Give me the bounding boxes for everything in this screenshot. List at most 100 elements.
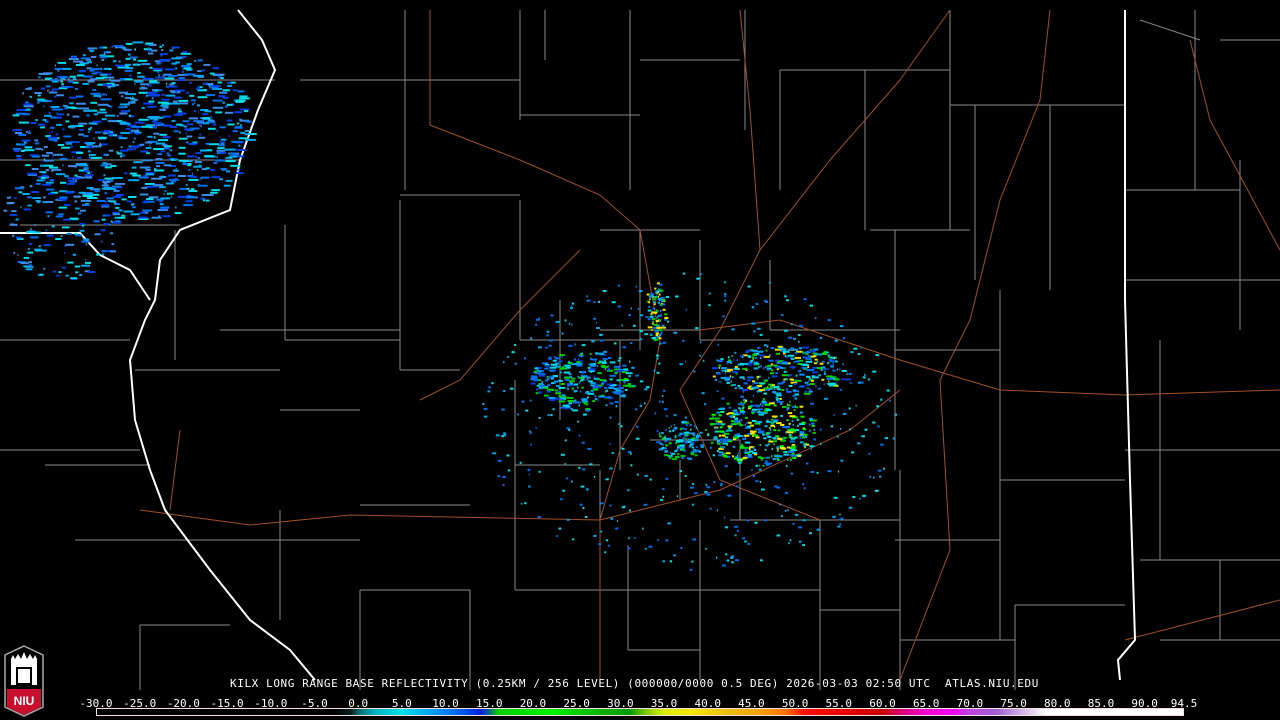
echo-pixel <box>613 388 619 391</box>
echo-pixel <box>676 448 679 451</box>
echo-pixel <box>198 136 206 139</box>
echo-pixel <box>531 378 537 381</box>
echo-pixel <box>159 200 163 203</box>
echo-pixel <box>596 384 603 387</box>
echo-pixel <box>50 191 58 194</box>
echo-pixel <box>699 354 701 357</box>
echo-pixel <box>730 384 733 387</box>
echo-pixel <box>776 446 780 449</box>
echo-pixel <box>717 343 719 346</box>
echo-pixel <box>765 433 770 436</box>
echo-pixel <box>597 372 602 375</box>
echo-pixel <box>803 433 808 436</box>
echo-pixel <box>616 379 620 382</box>
echo-pixel <box>624 378 629 380</box>
echo-pixel <box>684 360 687 363</box>
echo-pixel <box>568 404 571 407</box>
echo-pixel <box>96 253 101 256</box>
echo-pixel <box>669 452 671 455</box>
echo-pixel <box>578 466 581 469</box>
echo-pixel <box>563 371 571 374</box>
echo-pixel <box>524 502 527 505</box>
echo-pixel <box>549 396 555 399</box>
echo-pixel <box>76 74 85 77</box>
echo-pixel <box>58 213 64 216</box>
echo-pixel <box>112 211 120 214</box>
echo-pixel <box>735 422 741 425</box>
svg-text:NIU: NIU <box>14 694 35 708</box>
echo-pixel <box>609 416 612 419</box>
echo-pixel <box>668 442 672 445</box>
echo-pixel <box>746 519 749 522</box>
echo-pixel <box>547 414 550 417</box>
echo-pixel <box>110 250 116 253</box>
echo-pixel <box>27 251 34 254</box>
echo-pixel <box>136 144 143 147</box>
echo-pixel <box>807 366 810 368</box>
echo-pixel <box>183 204 193 207</box>
echo-pixel <box>799 405 804 408</box>
echo-pixel <box>791 444 796 446</box>
echo-pixel <box>198 86 203 89</box>
echo-pixel <box>780 424 785 426</box>
echo-pixel <box>756 405 761 408</box>
echo-pixel <box>88 128 92 131</box>
echo-pixel <box>752 383 754 386</box>
echo-pixel <box>690 486 694 489</box>
echo-pixel <box>503 361 505 364</box>
echo-pixel <box>30 122 37 124</box>
echo-pixel <box>660 309 662 312</box>
echo-pixel <box>766 419 769 422</box>
echo-pixel <box>616 392 622 395</box>
echo-pixel <box>245 138 257 141</box>
echo-pixel <box>194 59 197 62</box>
echo-pixel <box>61 146 70 149</box>
echo-pixel <box>688 445 692 448</box>
echo-pixel <box>125 42 133 45</box>
echo-pixel <box>154 168 157 170</box>
echo-pixel <box>801 421 806 424</box>
echo-pixel <box>755 303 759 305</box>
echo-pixel <box>724 516 726 519</box>
echo-pixel <box>74 265 81 268</box>
echo-pixel <box>833 413 835 416</box>
echo-pixel <box>715 436 717 439</box>
echo-pixel <box>571 302 575 305</box>
echo-pixel <box>619 390 624 393</box>
echo-pixel <box>767 462 773 465</box>
echo-pixel <box>775 352 780 355</box>
echo-pixel <box>173 130 179 133</box>
echo-pixel <box>678 434 681 437</box>
echo-pixel <box>788 385 793 387</box>
echo-pixel <box>725 436 729 439</box>
echo-pixel <box>806 375 811 378</box>
echo-pixel <box>644 474 648 477</box>
echo-pixel <box>762 433 765 436</box>
echo-pixel <box>793 361 795 364</box>
echo-pixel <box>175 206 177 209</box>
echo-pixel <box>226 103 234 106</box>
echo-pixel <box>730 416 735 419</box>
echo-pixel <box>37 201 41 204</box>
echo-pixel <box>97 111 108 114</box>
echo-pixel <box>819 362 824 365</box>
echo-pixel <box>769 386 774 389</box>
echo-pixel <box>857 381 862 384</box>
echo-pixel <box>568 402 573 405</box>
echo-pixel <box>84 166 89 169</box>
echo-pixel <box>791 445 797 448</box>
echo-pixel <box>586 378 589 381</box>
echo-pixel <box>97 179 105 181</box>
echo-pixel <box>659 283 663 286</box>
echo-pixel <box>188 178 199 181</box>
colorbar-tick-label: 20.0 <box>519 697 547 710</box>
echo-pixel <box>501 408 505 411</box>
echo-pixel <box>640 338 643 341</box>
echo-pixel <box>28 261 32 264</box>
echo-pixel <box>605 390 607 393</box>
echo-pixel <box>106 163 112 166</box>
echo-pixel <box>26 231 34 234</box>
echo-pixel <box>721 434 726 437</box>
echo-pixel <box>197 96 208 99</box>
